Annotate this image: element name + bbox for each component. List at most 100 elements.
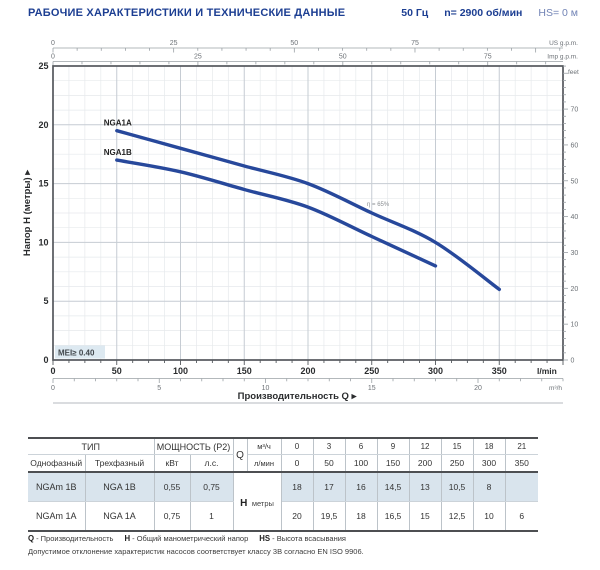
legend-item: HS - Высота всасывания [259,534,346,543]
axis-tick-label: 0 [571,358,575,365]
page-header: РАБОЧИЕ ХАРАКТЕРИСТИКИ И ТЕХНИЧЕСКИЕ ДАН… [28,7,578,19]
axis-tick-label: 300 [428,366,443,376]
q-m3h-value: 9 [377,438,410,455]
q-m3h-value: 6 [345,438,378,455]
performance-chart: 0 25 50 75 US g.p.m.0 25 50 75 Imp g.p.m.0 50 100 1… [22,40,579,404]
table-header-row-1: ТИП МОЩНОСТЬ (P2) Q м³/ч 0 3 6 9 12 15 1… [28,438,539,473]
legend-item: H- Общий манометрический напор [124,534,248,543]
pump-model-single: NGAm 1A [28,501,86,531]
table-row: NGAm 1B NGA 1B 0,55 0,75 H метры 18 17 1… [28,472,539,531]
axis-unit-label: feet [568,69,579,76]
pump-model-three: NGA 1B [85,472,155,502]
power-kw: 0,55 [154,472,191,502]
axis-tick-label: 60 [571,142,579,149]
axis-tick-label: 350 [492,366,507,376]
head-value: 16 [345,472,378,502]
q-lmin-value: 350 [505,454,539,473]
axis-tick-label: 15 [368,385,376,392]
tolerance-note: Допустимое отклонение характеристик насо… [28,547,364,556]
axis-tick-label: 75 [484,54,492,61]
axis-tick-label: 5 [157,385,161,392]
head-value: 20 [281,501,314,531]
q-lmin-value: 250 [441,454,474,473]
technical-data-table-wrap: ТИП МОЩНОСТЬ (P2) Q м³/ч 0 3 6 9 12 15 1… [28,437,539,532]
legend-key: HS [259,534,271,543]
legend-key: Q [28,534,35,543]
axis-tick-label: 0 [51,54,55,61]
head-symbol: H [240,497,248,509]
head-value: 18 [345,501,378,531]
page-title: РАБОЧИЕ ХАРАКТЕРИСТИКИ И ТЕХНИЧЕСКИЕ ДАН… [28,7,346,19]
suction-head-label: HS= 0 м [538,7,578,19]
curve-NGA1A [115,129,501,292]
axis-tick-label: 70 [571,107,579,114]
col-header-type: ТИП [28,438,155,455]
frequency-label: 50 Гц [401,7,429,19]
head-value: 12,5 [441,501,474,531]
axis-tick-label: 200 [300,366,315,376]
legend-key: H [124,534,131,543]
axis-tick-label: 20 [38,120,48,130]
q-m3h-value: 12 [409,438,442,455]
axis-tick-label: 30 [571,250,579,257]
head-value: 10,5 [441,472,474,502]
col-header-q: Q [233,438,248,473]
unit-m3h: м³/ч [247,438,282,455]
q-m3h-value: 15 [441,438,474,455]
axis-tick-label: 75 [411,40,419,47]
q-lmin-value: 200 [409,454,442,473]
axis-tick-label: 10 [38,237,48,247]
axis-unit-label: m³/h [549,385,562,392]
x-axis-title: Производительность Q ▸ [238,391,358,402]
y-axis-title: Напор H (метры) ▸ [22,169,33,256]
power-hp: 0,75 [190,472,234,502]
efficiency-label: η = 65% [367,202,390,208]
axis-tick-label: 100 [173,366,188,376]
head-value [505,472,539,502]
axis-tick-label: 5 [43,296,48,306]
axis-tick-label: 50 [112,366,122,376]
q-lmin-value: 100 [345,454,378,473]
head-value: 18 [281,472,314,502]
q-lmin-value: 50 [313,454,346,473]
axis-tick-label: 25 [194,54,202,61]
axis-tick-label: 150 [237,366,252,376]
speed-label: n= 2900 об/мин [444,7,523,19]
head-value: 8 [473,472,506,502]
legend-text: - Общий манометрический напор [132,534,249,543]
pump-model-three: NGA 1A [85,501,155,531]
axis-tick-label: 0 [51,385,55,392]
table-row: NGAm 1A NGA 1A 0,75 1 20 19,5 18 16,5 15… [28,501,538,531]
col-header-kw: кВт [154,454,191,473]
col-header-hp: л.с. [190,454,234,473]
head-unit: метры [251,498,274,508]
curve-NGA1B [115,158,438,268]
axis-tick-label: 0 [51,40,55,47]
head-value: 19,5 [313,501,346,531]
axis-tick-label: 50 [290,40,298,47]
axis-tick-label: 0 [50,366,55,376]
axis-tick-label: 25 [38,61,48,71]
col-header-single-phase: Однофазный [28,454,86,473]
axis-tick-label: 0 [43,355,48,365]
unit-lmin: л/мин [247,454,282,473]
q-lmin-value: 150 [377,454,410,473]
axis-unit-label: US g.p.m. [549,40,578,47]
curve-label-NGA1B: NGA1B [104,148,132,157]
col-header-three-phase: Трехфазный [85,454,155,473]
legend-text: - Производительность [36,534,114,543]
col-header-power: МОЩНОСТЬ (P2) [154,438,234,455]
q-lmin-value: 300 [473,454,506,473]
pump-model-single: NGAm 1B [28,472,86,502]
head-value: 14,5 [377,472,410,502]
head-value: 15 [409,501,442,531]
power-kw: 0,75 [154,501,191,531]
axis-tick-label: 250 [364,366,379,376]
curve-label-NGA1A: NGA1A [104,119,132,128]
q-m3h-value: 21 [505,438,539,455]
mei-badge-label: MEI≥ 0.40 [58,349,95,358]
q-m3h-value: 18 [473,438,506,455]
axis-tick-label: 50 [571,178,579,185]
q-lmin-value: 0 [281,454,314,473]
